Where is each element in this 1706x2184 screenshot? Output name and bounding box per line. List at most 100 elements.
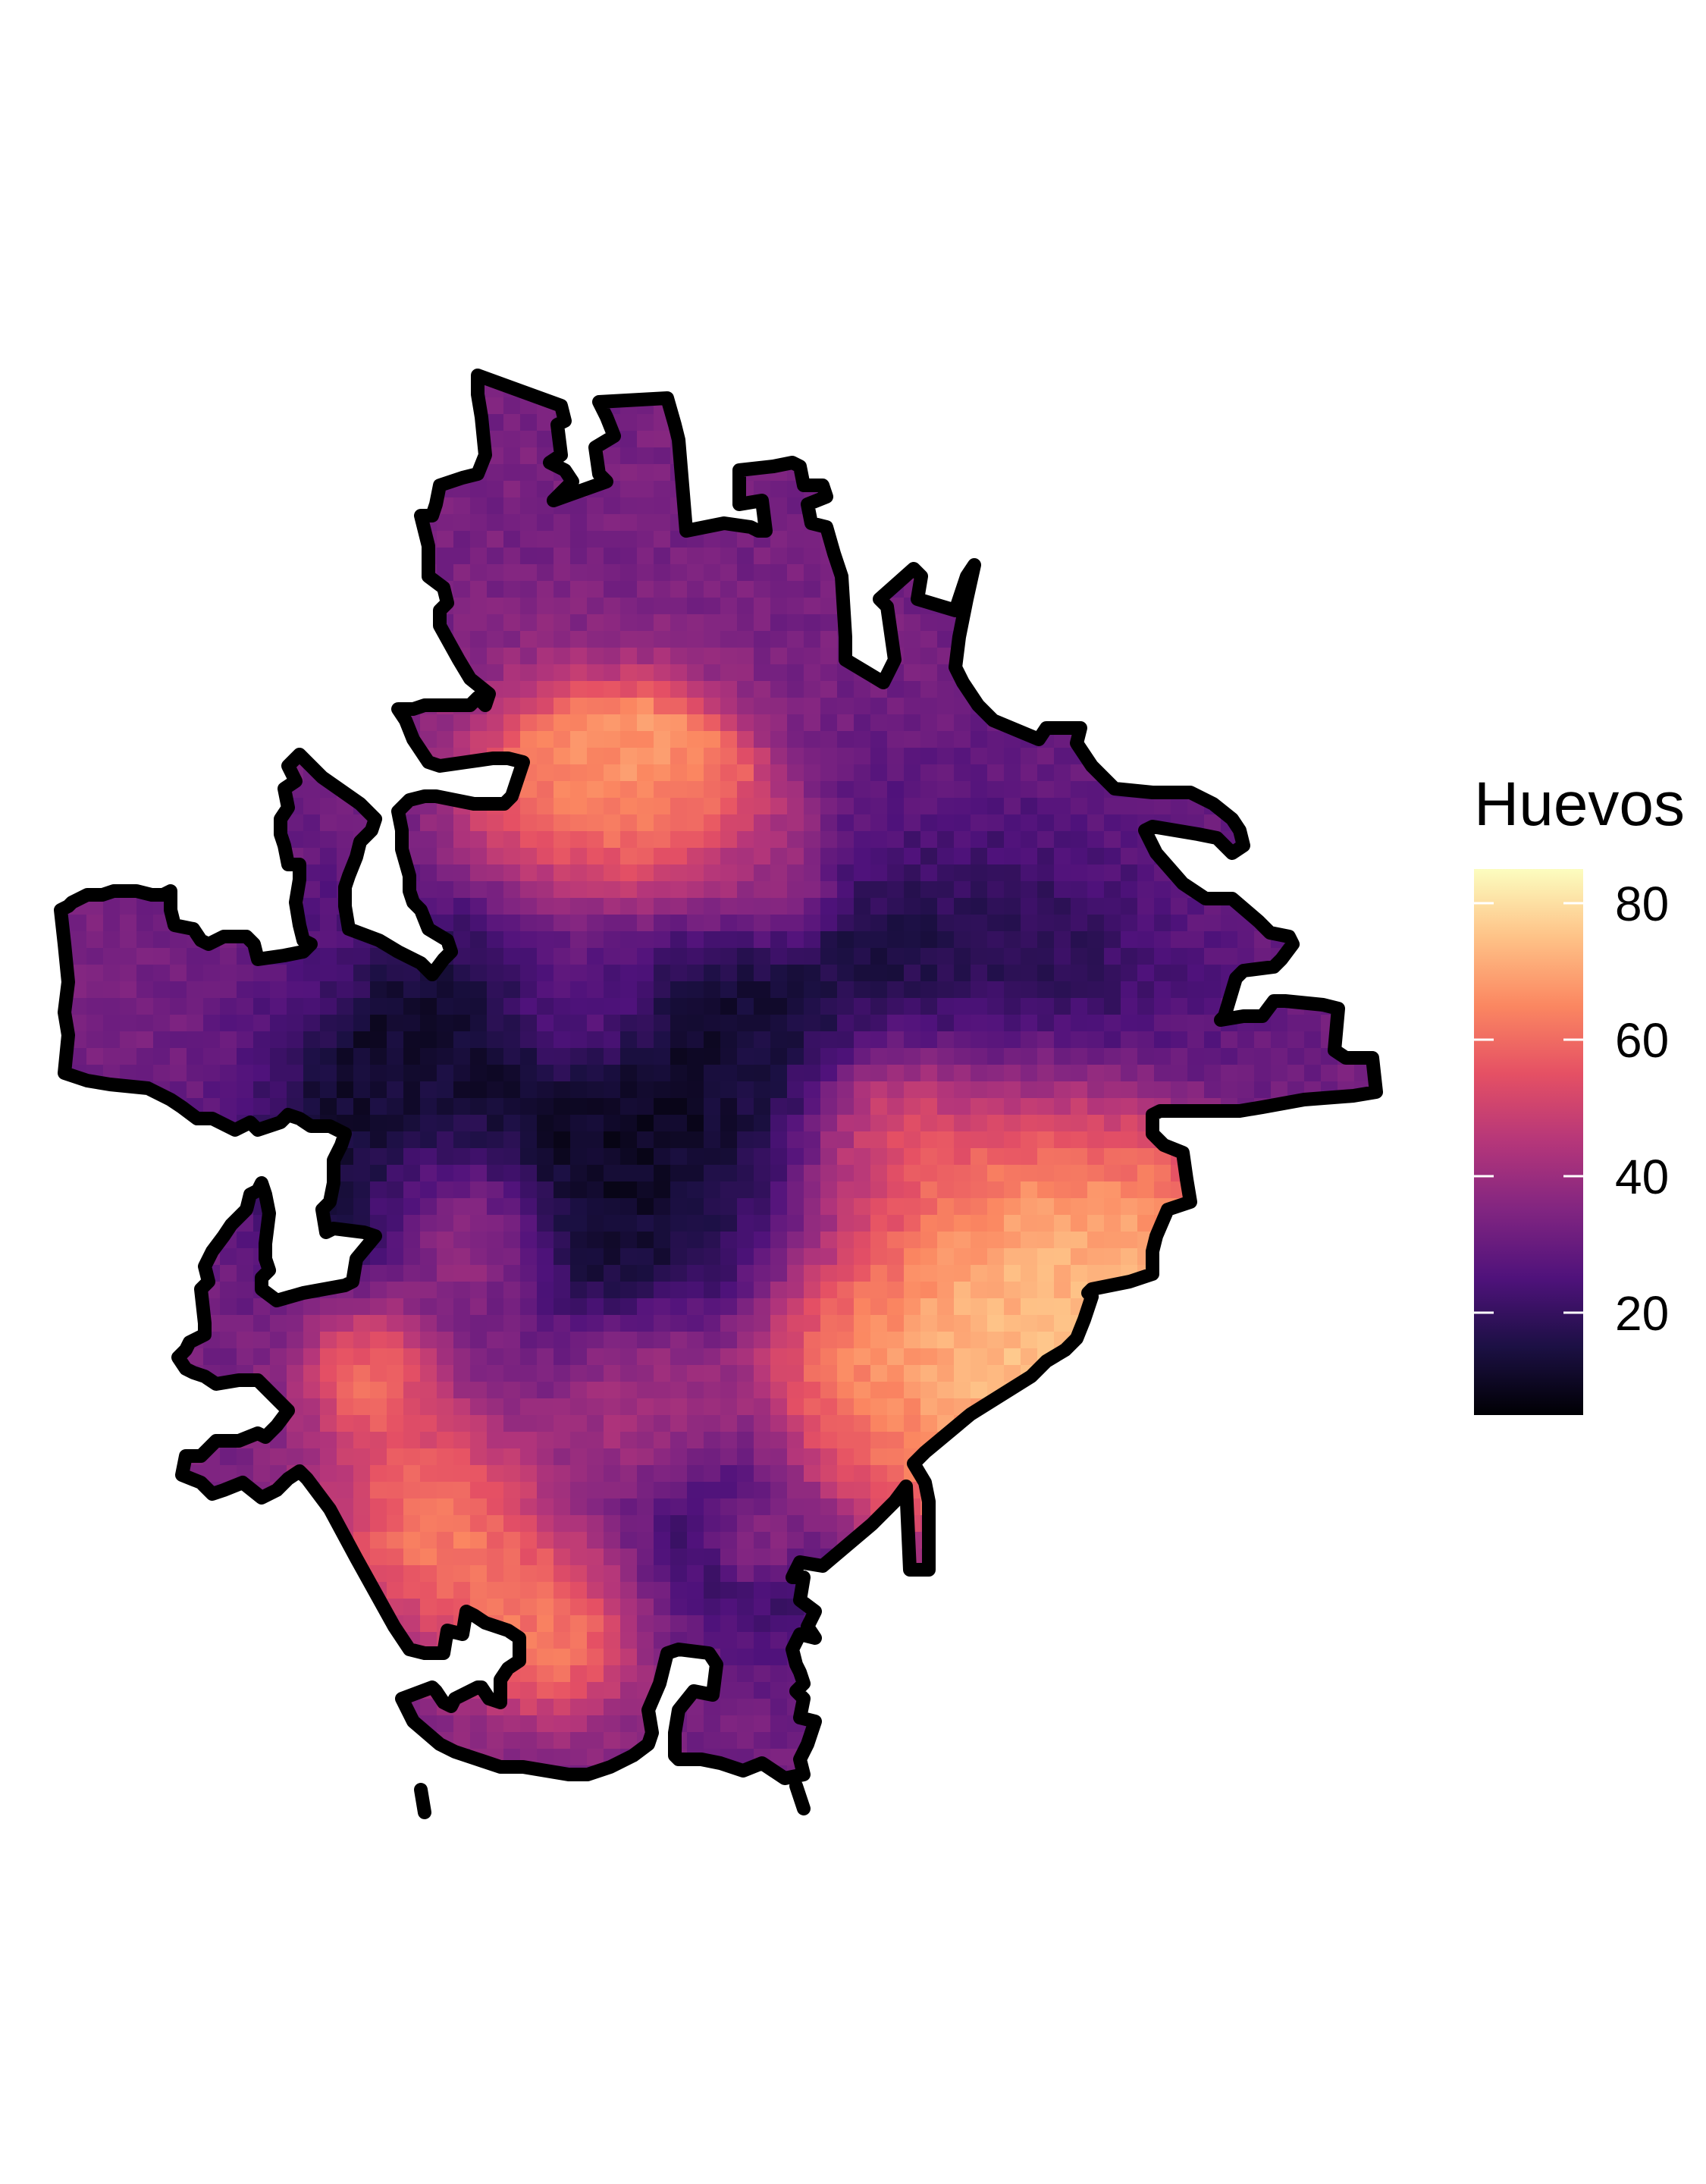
heat-cell [920, 1315, 938, 1332]
heat-cell [1237, 1232, 1255, 1249]
heat-cell [737, 698, 754, 715]
heat-cell [353, 1181, 371, 1199]
heat-cell [687, 1265, 704, 1282]
heat-cell [720, 1198, 738, 1216]
heat-cell [403, 581, 421, 598]
heat-cell [1004, 1181, 1021, 1199]
heat-cell [86, 431, 104, 448]
heat-cell [1121, 1298, 1138, 1316]
heat-cell [687, 1232, 704, 1249]
heat-cell [1054, 1265, 1071, 1282]
heat-cell [787, 397, 804, 415]
heat-cell [437, 1031, 454, 1049]
heat-cell [353, 648, 371, 665]
heat-cell [704, 631, 721, 648]
heat-cell [70, 1298, 87, 1316]
heat-cell [237, 414, 254, 431]
heat-cell [70, 1248, 87, 1266]
heat-cell [887, 1015, 905, 1032]
heat-cell [720, 381, 738, 398]
heat-cell [320, 1265, 337, 1282]
heat-cell [520, 614, 538, 632]
heat-cell [520, 1232, 538, 1249]
heat-cell [1287, 748, 1305, 765]
heat-cell [820, 781, 838, 799]
heat-cell [687, 431, 704, 448]
heat-cell [1004, 1165, 1021, 1182]
heat-cell [987, 414, 1005, 431]
heat-cell [237, 1148, 254, 1166]
heat-cell [370, 1282, 387, 1299]
heat-cell [1104, 564, 1121, 582]
heat-cell [537, 1065, 554, 1082]
heat-cell [887, 1065, 905, 1082]
heat-cell [1254, 831, 1272, 849]
heat-cell [987, 548, 1005, 565]
heat-cell [670, 948, 688, 965]
heat-cell [253, 848, 271, 865]
heat-cell [253, 831, 271, 849]
heat-cell [1371, 748, 1376, 765]
heat-cell [787, 698, 804, 715]
heat-cell [654, 1115, 671, 1132]
heat-cell [1371, 831, 1376, 849]
heat-cell [353, 431, 371, 448]
heat-cell [1354, 648, 1372, 665]
heat-cell [554, 648, 571, 665]
heat-cell [353, 731, 371, 748]
heat-cell [1254, 1165, 1272, 1182]
heat-cell [136, 814, 154, 832]
heat-cell [554, 1015, 571, 1032]
heat-cell [754, 1165, 771, 1182]
heat-cell [1004, 1098, 1021, 1116]
heat-cell [737, 981, 754, 999]
heat-cell [1071, 531, 1088, 548]
heat-cell [1254, 464, 1272, 482]
heat-cell [353, 375, 371, 381]
heat-cell [1321, 1131, 1338, 1149]
heat-cell [337, 1031, 354, 1049]
heat-cell [1054, 1048, 1071, 1065]
heat-cell [604, 1165, 621, 1182]
heat-cell [1237, 631, 1255, 648]
heat-cell [220, 881, 237, 899]
heat-cell [720, 881, 738, 899]
heat-cell [503, 1282, 521, 1299]
heat-cell [1271, 431, 1288, 448]
heat-cell [587, 1215, 604, 1232]
heat-cell [1221, 447, 1238, 465]
heat-cell [1254, 531, 1272, 548]
heat-cell [103, 1115, 121, 1132]
heat-cell [220, 548, 237, 565]
heat-cell [503, 1065, 521, 1082]
heat-cell [270, 965, 287, 982]
heat-cell [920, 831, 938, 849]
heat-cell [887, 497, 905, 515]
heat-cell [370, 1065, 387, 1082]
heat-cell [1354, 381, 1372, 398]
heat-cell [353, 1098, 371, 1116]
heat-cell [287, 1248, 304, 1266]
heat-cell [170, 1298, 187, 1316]
heat-cell [754, 1332, 771, 1349]
heat-cell [1137, 414, 1155, 431]
heat-cell [270, 514, 287, 532]
heat-cell [1354, 614, 1372, 632]
heat-cell [136, 481, 154, 498]
heat-cell [453, 998, 471, 1015]
heat-cell [854, 798, 871, 815]
heat-cell [136, 497, 154, 515]
heat-cell [1354, 1265, 1372, 1282]
heat-cell [1354, 481, 1372, 498]
heat-cell [120, 1031, 137, 1049]
heat-cell [303, 831, 321, 849]
heat-cell [1104, 1248, 1121, 1266]
heat-cell [604, 1065, 621, 1082]
heat-cell [720, 698, 738, 715]
heat-cell [61, 798, 71, 815]
heat-cell [1121, 375, 1138, 381]
heat-cell [303, 414, 321, 431]
heat-cell [1237, 1165, 1255, 1182]
heat-cell [370, 431, 387, 448]
heat-cell [887, 731, 905, 748]
